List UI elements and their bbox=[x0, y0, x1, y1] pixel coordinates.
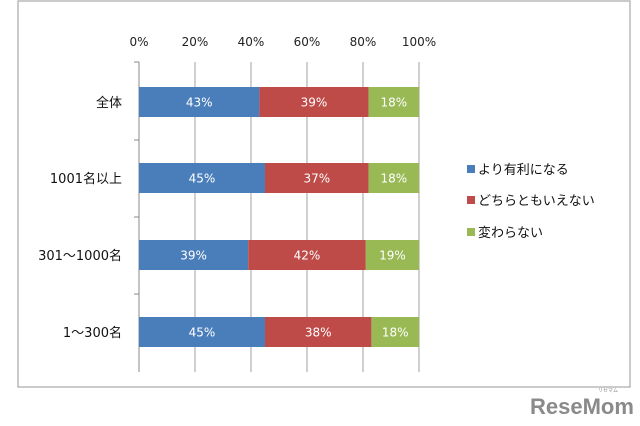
bar-segment bbox=[139, 240, 249, 270]
bar-segment bbox=[368, 163, 419, 193]
bar-segment bbox=[368, 87, 419, 117]
data-label: 42% bbox=[294, 249, 321, 263]
bar-segment bbox=[139, 317, 265, 347]
data-label: 43% bbox=[186, 96, 213, 110]
data-label: 45% bbox=[189, 172, 216, 186]
watermark-logo: ReseMom リセマム bbox=[530, 388, 634, 419]
bar-segment bbox=[139, 163, 265, 193]
data-label: 37% bbox=[303, 172, 330, 186]
category-label: 1001名以上 bbox=[50, 171, 122, 187]
bar-segment bbox=[248, 240, 366, 270]
legend-swatch bbox=[467, 196, 475, 204]
legend-swatch bbox=[467, 165, 475, 173]
x-tick-label: 40% bbox=[238, 35, 265, 49]
data-label: 18% bbox=[380, 172, 407, 186]
data-label: 39% bbox=[180, 249, 207, 263]
x-tick-label: 0% bbox=[129, 35, 148, 49]
bar-segment bbox=[265, 317, 372, 347]
bar-segment bbox=[259, 87, 369, 117]
svg-text:リセマム: リセマム bbox=[598, 388, 618, 394]
category-label: 301～1000名 bbox=[38, 248, 122, 264]
bar-segment bbox=[265, 163, 369, 193]
data-label: 38% bbox=[305, 326, 332, 340]
legend-swatch bbox=[467, 228, 475, 236]
data-label: 45% bbox=[189, 326, 216, 340]
svg-text:ReseMom: ReseMom bbox=[530, 394, 634, 419]
bar-segment bbox=[371, 317, 419, 347]
data-label: 18% bbox=[382, 326, 409, 340]
bar-segment bbox=[365, 240, 419, 270]
legend-label: 変わらない bbox=[478, 225, 543, 241]
x-tick-label: 80% bbox=[350, 35, 377, 49]
category-label: 全体 bbox=[96, 95, 122, 111]
x-tick-label: 60% bbox=[294, 35, 321, 49]
legend-label: どちらともいえない bbox=[478, 194, 595, 209]
x-tick-label: 20% bbox=[182, 35, 209, 49]
data-label: 39% bbox=[301, 96, 328, 110]
data-label: 19% bbox=[379, 249, 406, 263]
legend-label: より有利になる bbox=[478, 163, 569, 178]
category-label: 1～300名 bbox=[63, 325, 122, 341]
data-label: 18% bbox=[380, 96, 407, 110]
x-tick-label: 100% bbox=[402, 35, 436, 49]
bar-segment bbox=[139, 87, 260, 117]
